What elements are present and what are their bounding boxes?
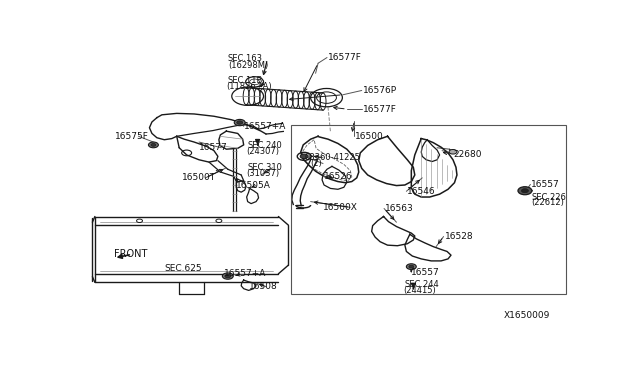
Text: 16546: 16546 [408, 187, 436, 196]
Text: (11826+A): (11826+A) [227, 82, 272, 91]
Circle shape [300, 154, 308, 158]
Text: (31037): (31037) [246, 169, 280, 178]
Circle shape [518, 187, 532, 195]
Text: 16508: 16508 [249, 282, 277, 291]
Text: 16577: 16577 [199, 143, 228, 152]
Text: X1650009: X1650009 [504, 311, 550, 320]
Text: SEC.226: SEC.226 [531, 193, 566, 202]
Text: SEC.244: SEC.244 [405, 280, 440, 289]
Circle shape [151, 144, 156, 146]
Circle shape [222, 273, 233, 279]
Text: 16557: 16557 [531, 180, 560, 189]
Text: 16500X: 16500X [323, 203, 358, 212]
Circle shape [522, 189, 529, 193]
Text: (24415): (24415) [403, 286, 436, 295]
Circle shape [409, 265, 414, 268]
Text: (22612): (22612) [531, 198, 564, 207]
Text: 16577F: 16577F [328, 53, 362, 62]
Text: SEC.11B: SEC.11B [228, 76, 263, 85]
Circle shape [449, 150, 457, 154]
Text: 16557+A: 16557+A [224, 269, 266, 278]
Text: 16557: 16557 [412, 268, 440, 277]
Text: (24307): (24307) [246, 147, 280, 156]
Circle shape [406, 264, 416, 269]
Text: 16505A: 16505A [236, 181, 271, 190]
Bar [291, 125, 566, 294]
Text: SEC.625: SEC.625 [164, 264, 202, 273]
Text: 16526: 16526 [324, 172, 353, 181]
Text: 16528: 16528 [445, 232, 473, 241]
Text: FRONT: FRONT [114, 249, 147, 259]
Text: 16575F: 16575F [115, 132, 148, 141]
Text: 08360-41225: 08360-41225 [305, 153, 360, 162]
Text: SEC.240: SEC.240 [248, 141, 282, 150]
Circle shape [225, 275, 231, 278]
Circle shape [234, 119, 245, 126]
Circle shape [148, 142, 158, 148]
Text: (16298M): (16298M) [228, 61, 268, 70]
Text: (2): (2) [310, 159, 323, 168]
Text: 16576P: 16576P [363, 86, 397, 95]
Circle shape [237, 121, 243, 124]
Text: 16500: 16500 [355, 132, 384, 141]
Text: 16500T: 16500T [182, 173, 216, 182]
Text: SEC.163: SEC.163 [228, 54, 263, 64]
Text: 16577F: 16577F [363, 105, 397, 113]
Text: SEC.310: SEC.310 [248, 163, 282, 172]
Text: 16557+A: 16557+A [244, 122, 286, 131]
Text: 22680: 22680 [454, 150, 482, 158]
Text: 16563: 16563 [385, 204, 414, 213]
